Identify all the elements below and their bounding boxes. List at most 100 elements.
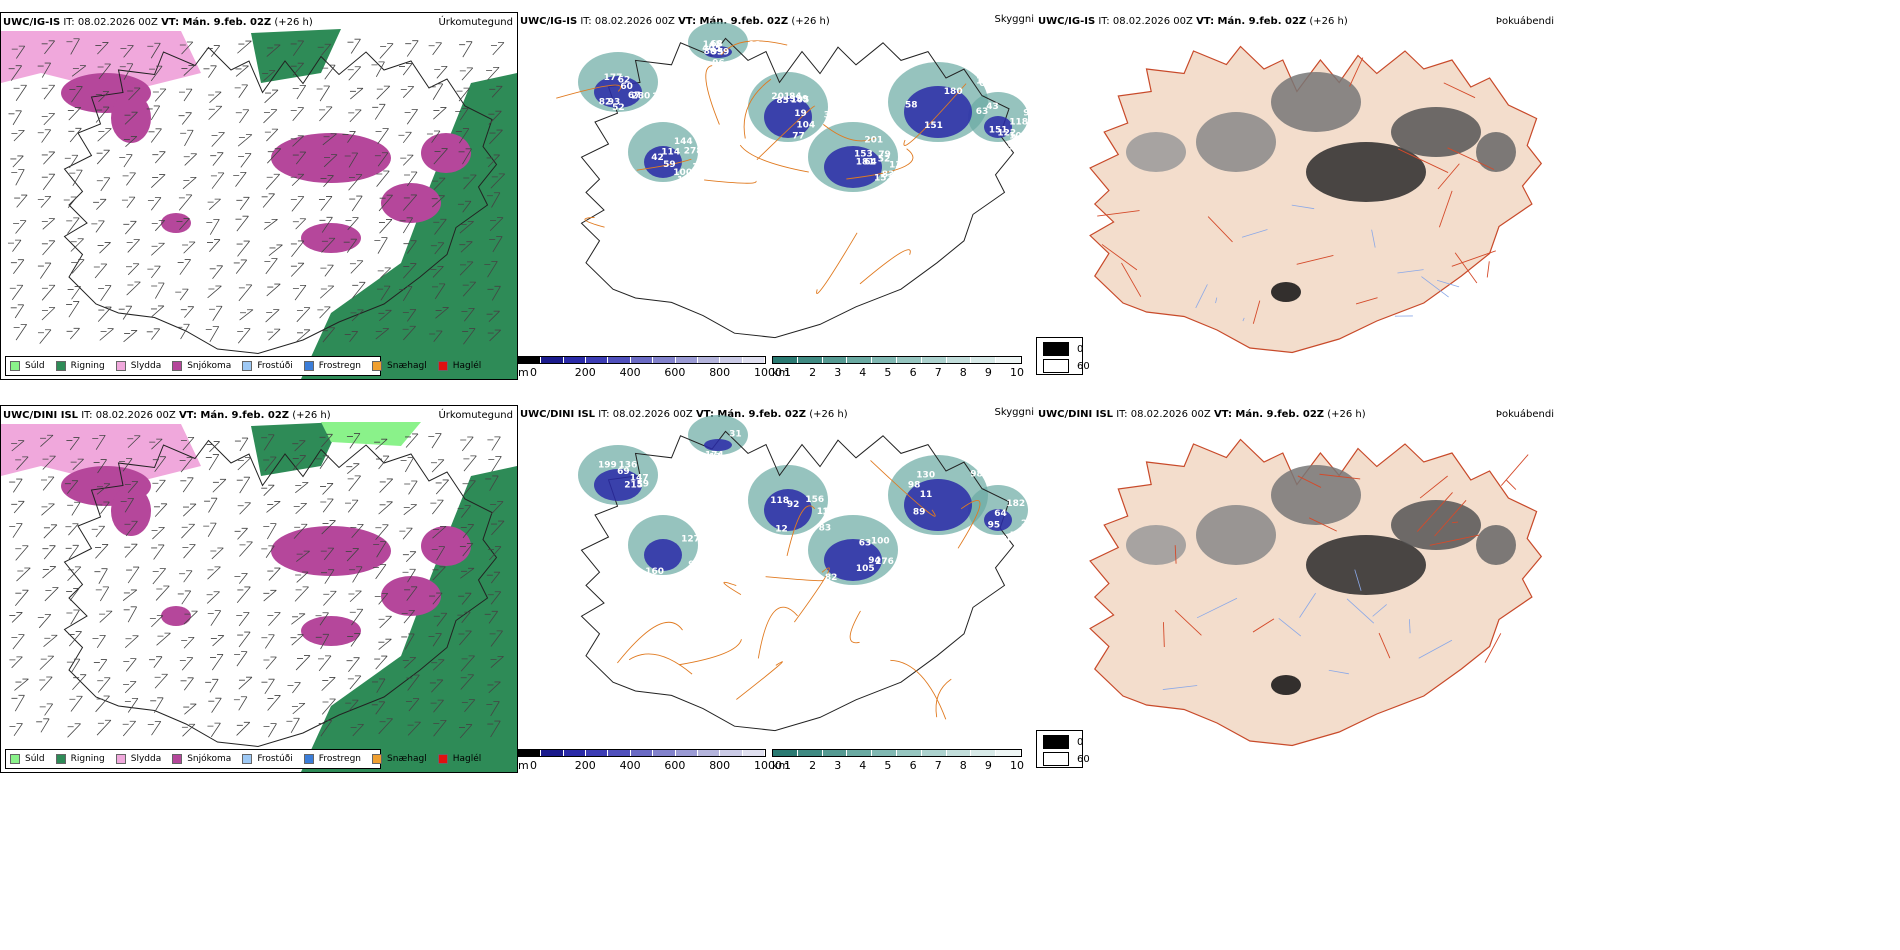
wind-barb [378, 309, 392, 321]
legend-label: 0 [1077, 343, 1084, 355]
wind-barb [293, 523, 308, 539]
wind-barb [315, 612, 329, 626]
wind-barb [378, 194, 393, 212]
wind-barb [237, 502, 251, 515]
wind-barb [124, 520, 138, 537]
cloud-base-label: 11 [920, 490, 933, 500]
wind-barb [378, 615, 392, 629]
cloud-base-label: 215 [624, 481, 643, 491]
wind-barb [348, 174, 363, 191]
wind-barb [65, 523, 79, 536]
colorbar-tick: 200 [574, 366, 596, 379]
legend-swatch [303, 361, 314, 371]
fog-area [1271, 675, 1301, 695]
panel-title: UWC/DINI ISL IT: 08.02.2026 00Z VT: Mán.… [520, 409, 848, 420]
cloud-base-label: 104 [796, 121, 815, 131]
wind-barb [37, 62, 52, 78]
wind-barb [204, 497, 218, 513]
fog-area [1391, 500, 1481, 550]
wind-barb [460, 524, 475, 539]
precip-type-panel-top: UWC/IG-IS IT: 08.02.2026 00Z VT: Mán. 9.… [0, 12, 518, 380]
colorbar-tick: 800 [709, 366, 731, 379]
wind-barb [36, 718, 50, 733]
wind-barb [7, 239, 22, 252]
road [584, 217, 605, 228]
wind-barb [234, 437, 249, 452]
wind-barb [148, 128, 162, 143]
wind-barb [180, 477, 194, 493]
cloud-base-label: 151 [989, 126, 1008, 136]
colorbar-tick: 5 [884, 366, 892, 379]
wind-barb [489, 85, 503, 98]
wind-barb [41, 113, 56, 126]
wind-barb [41, 218, 56, 230]
river [1436, 279, 1460, 288]
wind-barb [374, 438, 388, 450]
cloud-base-label: 82 [825, 573, 838, 583]
wind-barb [96, 149, 110, 165]
wind-barb [378, 501, 393, 515]
cloud-base-label: 136 [619, 460, 638, 470]
colorbar-tick: 800 [709, 759, 731, 772]
river [1196, 597, 1238, 619]
legend-swatch [372, 361, 383, 371]
wind-barb [177, 590, 192, 605]
colorbar-cell [630, 357, 654, 363]
colorbar-tick: 9 [984, 366, 992, 379]
wind-barb [291, 613, 306, 625]
wind-barb [263, 109, 278, 124]
legend-label: Frostregn [318, 361, 362, 371]
wind-barb [346, 463, 360, 474]
road [1437, 163, 1460, 190]
wind-barb [154, 673, 168, 689]
wind-barb [490, 501, 504, 515]
road [1297, 475, 1322, 488]
river [1278, 618, 1302, 637]
road [890, 659, 947, 720]
river-network [1162, 569, 1453, 690]
colorbar-tick: 6 [909, 759, 917, 772]
cloud-base-label: 95 [688, 560, 701, 570]
wind-barb [486, 192, 501, 208]
wind-barb [350, 523, 364, 538]
wind-barb [317, 43, 331, 56]
wind-barb [66, 437, 80, 451]
road [617, 621, 683, 664]
colorbar-cell [921, 750, 947, 756]
wind-barb [429, 679, 444, 693]
wind-barb [182, 544, 196, 559]
wind-barb [404, 171, 418, 187]
road [704, 179, 757, 184]
precip-legend-item: Haglél [437, 361, 481, 371]
wind-barb [179, 570, 193, 583]
wind-barb [430, 499, 444, 515]
cloud-base [824, 539, 882, 581]
cloud-height-panel-bottom: UWC/DINI ISL IT: 08.02.2026 00Z VT: Mán.… [518, 405, 1036, 773]
wind-barb [462, 328, 476, 345]
cloud-map: 2532011517952227840567339636492144966019… [556, 22, 1036, 339]
wind-barb [433, 107, 447, 120]
road [1419, 475, 1448, 499]
wind-barb [290, 107, 305, 121]
cloud-base-label: 68 [710, 39, 723, 49]
colorbar-unit: m [518, 366, 529, 379]
cloud-base-label: 20 [1021, 519, 1034, 529]
wind-barb [64, 154, 79, 169]
iceland-outline [63, 46, 498, 355]
wind-barb [72, 674, 87, 691]
fog-legend: 0 60 [1036, 337, 1090, 375]
legend-label: Frostregn [318, 754, 362, 764]
wind-barb [149, 656, 163, 669]
wind-barb [179, 457, 193, 473]
road [756, 105, 816, 161]
wind-barb [430, 242, 445, 255]
precip-type-panel-bottom: UWC/DINI ISL IT: 08.02.2026 00Z VT: Mán.… [0, 405, 518, 773]
wind-barb [10, 155, 24, 168]
wind-barb [347, 38, 361, 54]
wind-barb [345, 548, 360, 562]
wind-barb [457, 505, 471, 518]
panel-title: UWC/IG-IS IT: 08.02.2026 00Z VT: Mán. 9.… [3, 17, 313, 28]
wind-barb [69, 169, 83, 187]
cloud-base-label: 83 [819, 523, 832, 533]
river [1408, 619, 1411, 634]
